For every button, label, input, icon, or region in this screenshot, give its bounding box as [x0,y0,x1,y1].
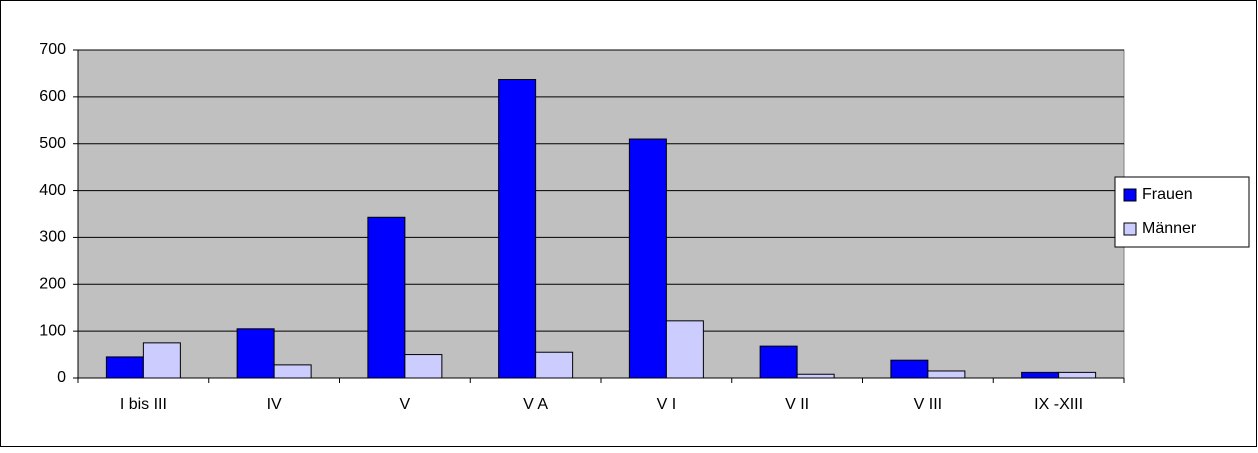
y-tick-label: 400 [39,182,66,199]
bar [105,356,144,379]
bar [628,138,667,379]
x-tick-label: I bis III [120,396,167,413]
bar [759,345,798,379]
bar [498,79,537,379]
y-tick-label: 0 [57,369,66,386]
x-tick-label: V II [785,396,809,413]
legend-box [1114,176,1250,248]
y-tick-label: 700 [39,41,66,58]
x-tick-label: IV [267,396,282,413]
x-tick-label: V III [914,396,942,413]
bar [236,328,275,379]
legend-swatch [1123,222,1137,236]
x-tick-label: V I [657,396,677,413]
y-tick-label: 300 [39,229,66,246]
legend-label: Frauen [1142,186,1193,203]
x-tick-label: V A [523,396,548,413]
x-tick-label: V [400,396,411,413]
y-tick-label: 600 [39,88,66,105]
y-tick-label: 200 [39,276,66,293]
bar [890,359,929,379]
bar [927,370,966,379]
bar [1021,371,1060,379]
legend-label: Männer [1142,220,1197,237]
y-tick-label: 500 [39,135,66,152]
bar [796,373,835,379]
plot-area [77,49,1125,379]
bar [273,364,312,379]
bar [535,351,574,379]
bar [367,216,406,379]
y-tick-label: 100 [39,322,66,339]
legend-swatch [1123,188,1137,202]
bar [665,320,704,379]
x-tick-label: IX -XIII [1034,396,1083,413]
bar [142,342,181,379]
bar [404,354,443,379]
bar [1058,371,1097,379]
